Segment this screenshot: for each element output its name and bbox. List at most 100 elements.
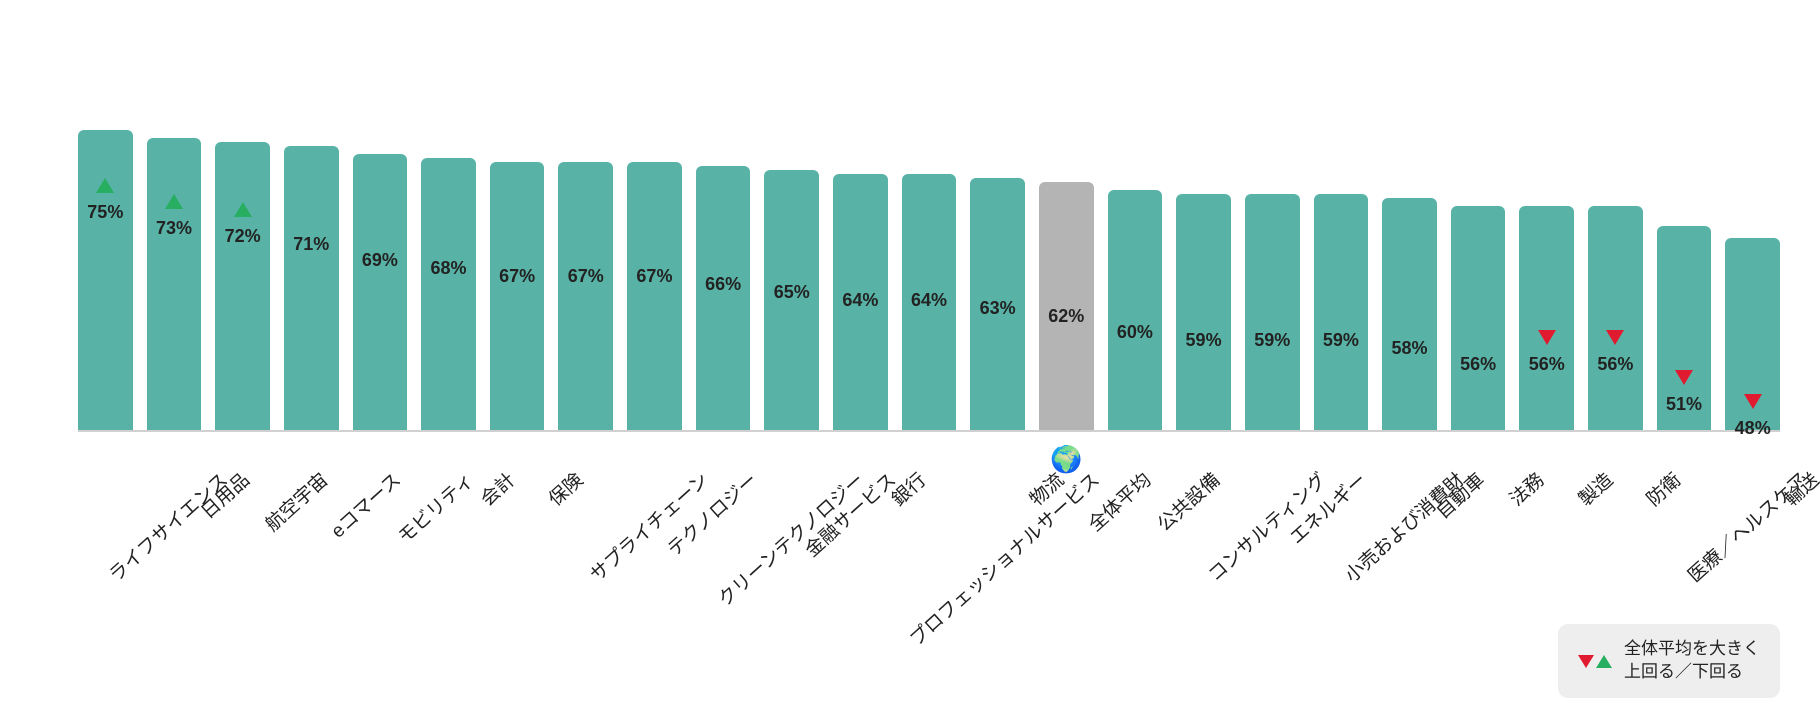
x-axis-label: 法務 <box>1487 448 1549 511</box>
bar-slot: 60% <box>1108 190 1163 430</box>
bar <box>147 138 202 430</box>
x-label-slot: eコマース <box>284 448 339 648</box>
bar-slot: 67% <box>490 162 545 430</box>
triangle-down-icon <box>1606 330 1624 345</box>
bar-slot: 66% <box>696 166 751 430</box>
bar-slot: 63% <box>970 178 1025 430</box>
bar-value-label: 48% <box>1735 418 1771 439</box>
bar <box>1451 206 1506 430</box>
legend-line-2: 上回る／下回る <box>1624 661 1760 684</box>
bar-value-label: 51% <box>1666 394 1702 415</box>
bar-value-label: 65% <box>774 282 810 303</box>
legend-text: 全体平均を大きく 上回る／下回る <box>1624 638 1760 684</box>
x-axis-label: プロフェッショナルサービス <box>887 448 1105 651</box>
x-axis-label: 小売および消費財 <box>1322 448 1469 588</box>
bar-value-label: 63% <box>980 298 1016 319</box>
x-axis-label: 保険 <box>526 448 588 511</box>
bar-slot: 59% <box>1245 194 1300 430</box>
x-label-slot: 航空宇宙 <box>215 448 270 648</box>
chart-container: 75%73%72%71%69%68%67%67%67%66%65%64%64%6… <box>0 0 1820 718</box>
bar-value-label: 68% <box>431 258 467 279</box>
bar-value-label: 59% <box>1186 330 1222 351</box>
bar-value-label: 58% <box>1391 338 1427 359</box>
x-label-slot: 製造 <box>1519 448 1574 648</box>
triangle-up-icon <box>1596 655 1612 668</box>
x-axis-labels: ライフサイエンス日用品航空宇宙eコマースモビリティ会計保険サプライチェーンテクノ… <box>78 448 1780 648</box>
bar-slot: 48% <box>1725 238 1780 430</box>
bar <box>78 130 133 430</box>
bar-slot: 62% <box>1039 182 1094 430</box>
bar-slot: 65% <box>764 170 819 430</box>
bar-value-label: 59% <box>1323 330 1359 351</box>
x-axis-label: 銀行 <box>869 448 931 511</box>
x-axis-label: 製造 <box>1556 448 1618 511</box>
x-label-slot: 小売および消費財 <box>1314 448 1369 648</box>
bar-value-label: 69% <box>362 250 398 271</box>
bar-value-label: 67% <box>499 266 535 287</box>
globe-icon: 🌍 <box>1050 446 1082 472</box>
bar-slot: 67% <box>627 162 682 430</box>
x-axis-label: 医療／ヘルスケア <box>1665 448 1812 588</box>
bar-value-label: 66% <box>705 274 741 295</box>
bar-slot: 56% <box>1451 206 1506 430</box>
legend-markers <box>1578 655 1612 668</box>
bar-value-label: 62% <box>1048 306 1084 327</box>
x-axis-label: エネルギー <box>1267 448 1372 549</box>
x-axis-label: 物流 <box>1006 448 1068 511</box>
bar <box>1519 206 1574 430</box>
x-label-slot: 医療／ヘルスケア <box>1657 448 1712 648</box>
x-label-slot: 銀行 <box>833 448 888 648</box>
x-label-slot: クリーンテクノロジー <box>696 448 751 648</box>
bar <box>1176 194 1231 430</box>
bar-slot: 67% <box>558 162 613 430</box>
bar-slot: 51% <box>1657 226 1712 430</box>
x-label-slot: コンサルティング <box>1176 448 1231 648</box>
bar <box>1245 194 1300 430</box>
x-label-slot: テクノロジー <box>627 448 682 648</box>
bar <box>421 158 476 430</box>
x-label-slot: 法務 <box>1451 448 1506 648</box>
x-label-slot: エネルギー <box>1245 448 1300 648</box>
bar-value-label: 59% <box>1254 330 1290 351</box>
bar-value-label: 64% <box>842 290 878 311</box>
bar <box>696 166 751 430</box>
bar-value-label: 56% <box>1529 354 1565 375</box>
x-label-slot: 保険 <box>490 448 545 648</box>
triangle-up-icon <box>96 178 114 193</box>
bar-slot: 56% <box>1588 206 1643 430</box>
triangle-down-icon <box>1675 370 1693 385</box>
bar-value-label: 67% <box>568 266 604 287</box>
bar <box>215 142 270 430</box>
bar-value-label: 73% <box>156 218 192 239</box>
x-label-slot: サプライチェーン <box>558 448 613 648</box>
x-axis-label: ライフサイエンス <box>86 448 233 587</box>
x-axis-label: 金融サービス <box>782 448 901 562</box>
bar <box>1314 194 1369 430</box>
bar <box>1588 206 1643 430</box>
bar-slot: 72% <box>215 142 270 430</box>
bar-slot: 58% <box>1382 198 1437 430</box>
x-axis-label: 航空宇宙 <box>242 448 333 537</box>
bar <box>627 162 682 430</box>
bar-slot: 73% <box>147 138 202 430</box>
bar-slot: 59% <box>1314 194 1369 430</box>
x-axis-label: モビリティ <box>375 448 479 549</box>
x-axis-label: 防衛 <box>1624 448 1686 511</box>
bar-value-label: 56% <box>1597 354 1633 375</box>
bar-slot: 64% <box>833 174 888 430</box>
legend-line-1: 全体平均を大きく <box>1624 638 1760 661</box>
bar-slot: 69% <box>353 154 408 430</box>
bar-value-label: 64% <box>911 290 947 311</box>
triangle-down-icon <box>1744 394 1762 409</box>
bar <box>1108 190 1163 430</box>
x-label-slot: 物流 <box>970 448 1025 648</box>
bar-slot: 56% <box>1519 206 1574 430</box>
bar-value-label: 72% <box>225 226 261 247</box>
x-axis-label: サプライチェーン <box>567 448 713 587</box>
x-label-slot: 会計 <box>421 448 476 648</box>
triangle-up-icon <box>234 202 252 217</box>
bar-value-label: 71% <box>293 234 329 255</box>
x-axis-label: テクノロジー <box>645 448 763 561</box>
bar <box>1382 198 1437 430</box>
x-axis-label: コンサルティング <box>1185 448 1331 587</box>
